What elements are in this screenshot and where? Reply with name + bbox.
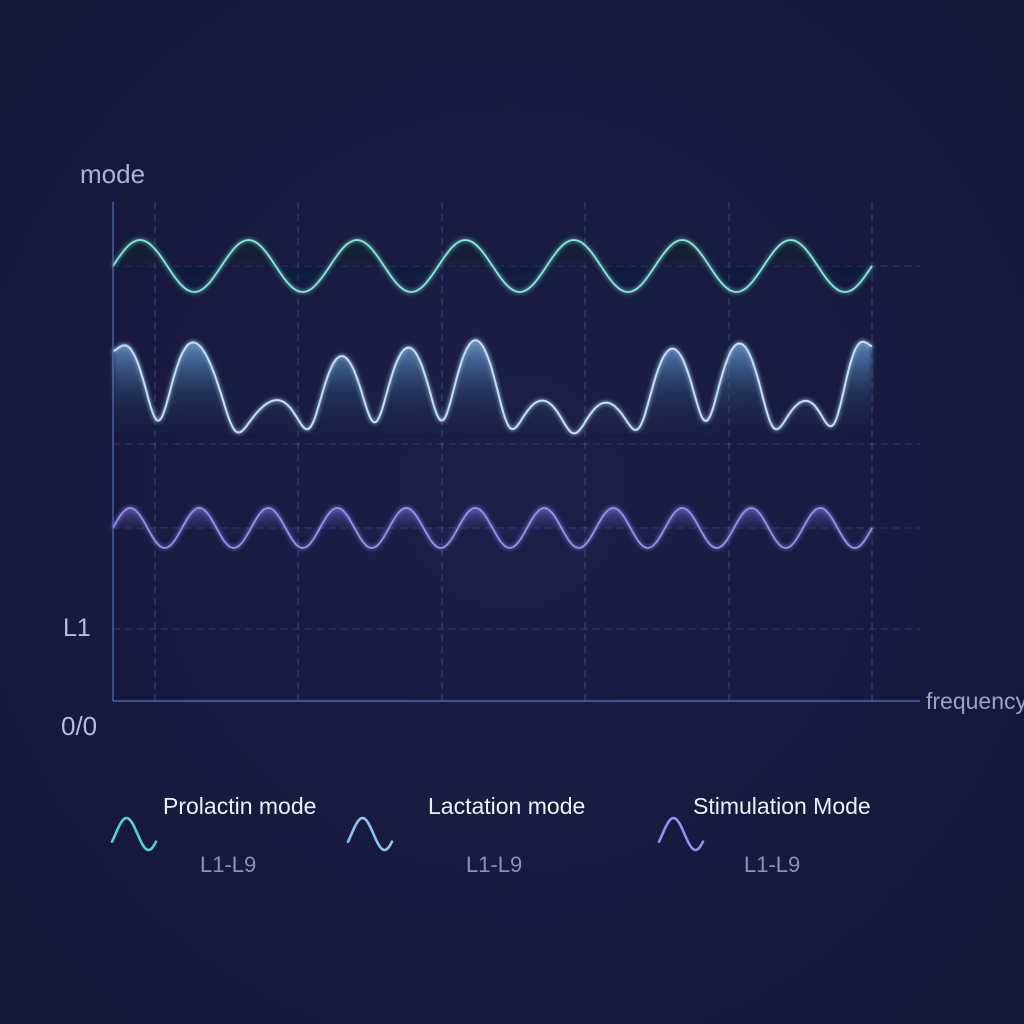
svg-text:Prolactin mode: Prolactin mode — [163, 793, 316, 819]
svg-text:frequency: frequency — [926, 688, 1024, 714]
svg-text:0/0: 0/0 — [61, 711, 97, 741]
svg-text:L1-L9: L1-L9 — [744, 852, 800, 877]
svg-text:Stimulation Mode: Stimulation Mode — [693, 793, 871, 819]
svg-text:L1-L9: L1-L9 — [200, 852, 256, 877]
svg-text:L1-L9: L1-L9 — [466, 852, 522, 877]
svg-text:Lactation mode: Lactation mode — [428, 793, 585, 819]
svg-text:mode: mode — [80, 159, 145, 189]
svg-text:L1: L1 — [63, 614, 91, 642]
